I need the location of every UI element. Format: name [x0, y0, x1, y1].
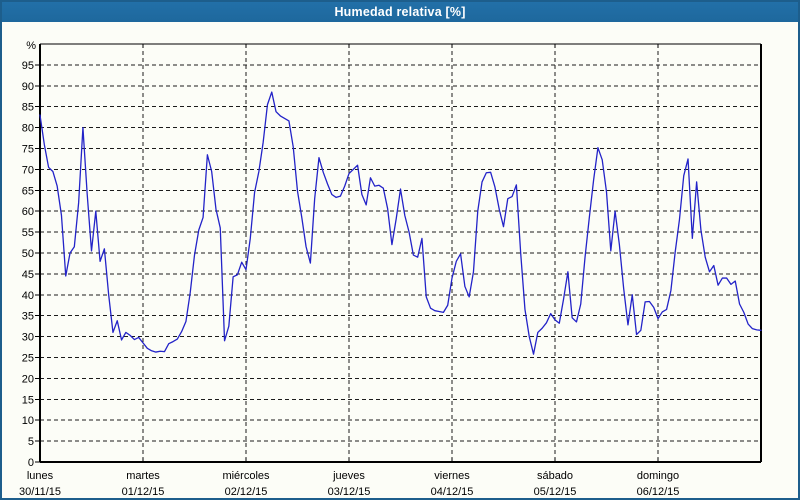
- y-tick-label: 30: [22, 332, 34, 344]
- y-tick-label: 65: [22, 185, 34, 197]
- y-tick-label: 25: [22, 353, 34, 365]
- y-tick-label: 35: [22, 311, 34, 323]
- humidity-series-line: [39, 91, 762, 355]
- y-tick-label: 50: [22, 248, 34, 260]
- x-day-label: domingo: [637, 470, 679, 482]
- y-tick-label: 0: [28, 457, 34, 469]
- x-date-label: 04/12/15: [431, 486, 474, 498]
- x-day-label: viernes: [434, 470, 470, 482]
- y-tick-label: 60: [22, 206, 34, 218]
- y-tick-label: 20: [22, 373, 34, 385]
- y-tick-label: 80: [22, 123, 34, 135]
- y-tick-label: 95: [22, 60, 34, 72]
- x-date-label: 01/12/15: [122, 486, 165, 498]
- y-tick-label: 55: [22, 227, 34, 239]
- y-unit-label: %: [26, 40, 36, 52]
- y-tick-label: 10: [22, 415, 34, 427]
- x-date-label: 06/12/15: [637, 486, 680, 498]
- y-tick-label: 15: [22, 394, 34, 406]
- x-date-label: 02/12/15: [225, 486, 268, 498]
- y-tick-label: 75: [22, 144, 34, 156]
- x-date-label: 05/12/15: [534, 486, 577, 498]
- y-tick-label: 85: [22, 102, 34, 114]
- y-tick-label: 70: [22, 164, 34, 176]
- chart-title: Humedad relativa [%]: [334, 5, 466, 19]
- chart-canvas: 0 5 10 15 20 25 30 35 40 45 50 55 60 65 70 75 80 85 90 95% l…: [19, 40, 762, 498]
- x-date-label: 03/12/15: [328, 486, 371, 498]
- x-day-label: sábado: [537, 470, 573, 482]
- x-day-label: jueves: [332, 470, 365, 482]
- x-day-label: miércoles: [222, 470, 270, 482]
- y-tick-label: 5: [28, 436, 34, 448]
- x-day-label: martes: [126, 470, 160, 482]
- y-tick-label: 45: [22, 269, 34, 281]
- x-date-label: 30/11/15: [19, 486, 61, 498]
- title-bar: Humedad relativa [%]: [2, 2, 798, 22]
- y-tick-label: 90: [22, 81, 34, 93]
- x-day-label: lunes: [27, 470, 54, 482]
- y-tick-label: 40: [22, 290, 34, 302]
